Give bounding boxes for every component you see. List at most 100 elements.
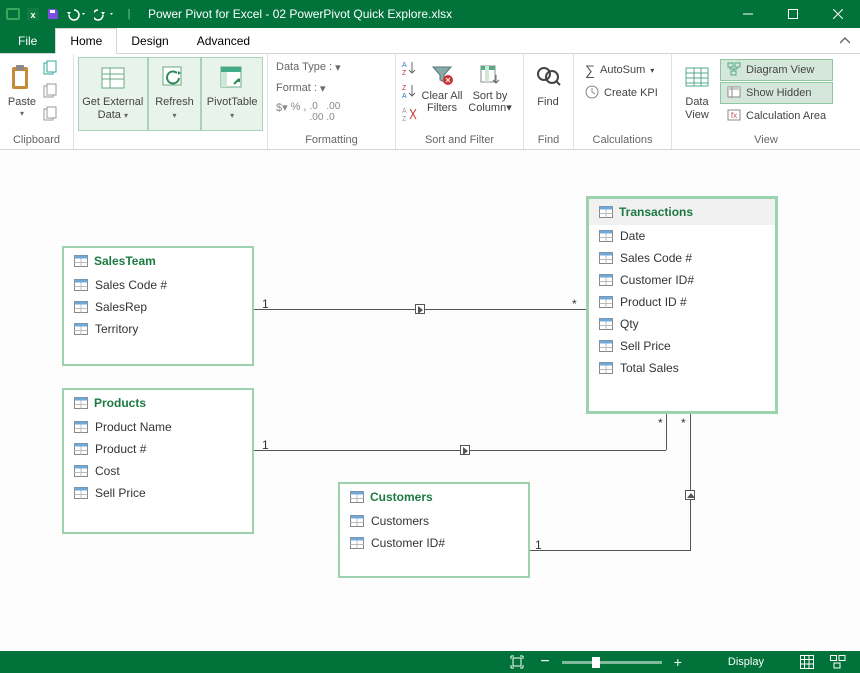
rel-handle-customers[interactable] <box>685 490 695 500</box>
status-bar: − + Display <box>0 651 860 673</box>
ribbon-tabs: File Home Design Advanced <box>0 28 860 54</box>
get-data-icon <box>98 62 128 94</box>
fit-to-screen-button[interactable] <box>502 651 532 673</box>
table-field[interactable]: SalesRep <box>64 296 252 318</box>
rel-customers-transactions-v[interactable] <box>690 414 691 551</box>
svg-text:Z: Z <box>402 85 407 92</box>
zoom-slider[interactable] <box>562 661 662 664</box>
table-field[interactable]: Customer ID# <box>340 532 528 554</box>
table-field[interactable]: Sell Price <box>589 335 775 357</box>
rel-handle-salesteam[interactable] <box>415 304 425 314</box>
diagram-mini-button[interactable] <box>822 651 854 673</box>
data-view-button[interactable]: DataView <box>676 57 718 131</box>
data-view-icon <box>684 62 710 94</box>
table-field[interactable]: Date <box>589 225 775 247</box>
copy-button[interactable] <box>42 59 60 81</box>
sort-za-button[interactable]: ZA <box>400 82 418 104</box>
autosum-button[interactable]: ∑ AutoSum▾ <box>578 59 665 81</box>
refresh-button[interactable]: Refresh▾ <box>148 57 202 131</box>
rel-many-label-2: * <box>658 416 663 430</box>
rel-products-transactions-v[interactable] <box>666 414 667 450</box>
group-formatting: Data Type : ▾ Format : ▾ $▾ % , .0.00 .0… <box>268 54 396 149</box>
svg-text:A: A <box>402 93 407 100</box>
table-transactions[interactable]: Transactions DateSales Code #Customer ID#… <box>586 196 778 414</box>
table-field[interactable]: Territory <box>64 318 252 340</box>
window-title: Power Pivot for Excel - 02 PowerPivot Qu… <box>142 7 725 21</box>
table-header[interactable]: SalesTeam <box>64 248 252 274</box>
sort-az-button[interactable]: AZ <box>400 59 418 81</box>
tab-file[interactable]: File <box>0 28 55 53</box>
maximize-button[interactable] <box>770 0 815 28</box>
clear-filters-button[interactable]: Clear AllFilters <box>418 57 466 114</box>
group-find: Find Find <box>524 54 574 149</box>
table-field[interactable]: Product # <box>64 438 252 460</box>
svg-text:x: x <box>30 10 35 20</box>
table-field[interactable]: Product Name <box>64 416 252 438</box>
diagram-canvas[interactable]: 1 * 1 * 1 * SalesTeamSales Code #SalesRe… <box>0 150 860 651</box>
percent-button[interactable]: % <box>291 101 301 123</box>
table-header[interactable]: Products <box>64 390 252 416</box>
group-sortfilter: AZ ZA AZ Clear AllFilters Sort byColumn▾… <box>396 54 524 149</box>
datatype-label: Data Type : ▾ <box>272 57 391 77</box>
sort-column-icon <box>478 60 502 90</box>
redo-icon[interactable] <box>92 5 118 23</box>
tab-home[interactable]: Home <box>55 28 117 54</box>
undo-icon[interactable] <box>64 5 90 23</box>
table-field[interactable]: Product ID # <box>589 291 775 313</box>
table-field[interactable]: Cost <box>64 460 252 482</box>
svg-text:fx: fx <box>731 111 737 120</box>
minimize-button[interactable] <box>725 0 770 28</box>
table-salesteam[interactable]: SalesTeamSales Code #SalesRepTerritory <box>62 246 254 366</box>
table-field[interactable]: Sell Price <box>64 482 252 504</box>
sort-by-column-button[interactable]: Sort byColumn▾ <box>466 57 514 114</box>
show-hidden-icon <box>727 85 741 102</box>
zoom-thumb[interactable] <box>592 657 600 668</box>
table-field[interactable]: Total Sales <box>589 357 775 379</box>
get-external-data-button[interactable]: Get ExternalData ▾ <box>78 57 148 131</box>
ribbon: Paste ▾ Clipboard Get ExternalData ▾ <box>0 54 860 150</box>
table-customers[interactable]: CustomersCustomersCustomer ID# <box>338 482 530 578</box>
currency-button[interactable]: $▾ <box>276 101 288 123</box>
clear-sort-button[interactable]: AZ <box>400 105 418 127</box>
group-data: Get ExternalData ▾ Refresh▾ PivotTable▾ <box>74 54 268 149</box>
rel-handle-products[interactable] <box>460 445 470 455</box>
table-field[interactable]: Sales Code # <box>589 247 775 269</box>
paste-icon <box>9 62 35 94</box>
decrease-decimal-button[interactable]: .00.0 <box>326 101 340 123</box>
table-field[interactable]: Qty <box>589 313 775 335</box>
find-button[interactable]: Find <box>528 57 568 131</box>
svg-text:Z: Z <box>402 70 407 77</box>
diagram-view-button[interactable]: Diagram View <box>720 59 833 81</box>
table-field[interactable]: Customer ID# <box>589 269 775 291</box>
table-header[interactable]: Customers <box>340 484 528 510</box>
rel-customers-transactions-h[interactable] <box>530 550 690 551</box>
table-field[interactable]: Sales Code # <box>64 274 252 296</box>
table-field[interactable]: Customers <box>340 510 528 532</box>
copy3-button[interactable] <box>42 105 60 127</box>
copy2-button[interactable] <box>42 82 60 104</box>
pivottable-button[interactable]: PivotTable▾ <box>201 57 263 131</box>
table-title: Transactions <box>619 205 693 219</box>
clipboard-small-buttons <box>42 57 60 127</box>
increase-decimal-button[interactable]: .0.00 <box>309 101 323 123</box>
zoom-in-button[interactable]: + <box>666 651 690 673</box>
tab-advanced[interactable]: Advanced <box>183 28 264 53</box>
sigma-icon: ∑ <box>585 62 595 78</box>
svg-text:A: A <box>402 108 407 115</box>
collapse-ribbon-icon[interactable] <box>830 28 860 53</box>
calculation-area-button[interactable]: fx Calculation Area <box>720 105 833 127</box>
save-icon[interactable] <box>44 5 62 23</box>
excel-qat-icon[interactable]: x <box>24 5 42 23</box>
rel-one-label-2: 1 <box>262 438 269 452</box>
create-kpi-button[interactable]: Create KPI <box>578 82 665 104</box>
table-products[interactable]: ProductsProduct NameProduct #CostSell Pr… <box>62 388 254 534</box>
zoom-out-button[interactable]: − <box>532 651 557 673</box>
tab-design[interactable]: Design <box>117 28 182 53</box>
comma-button[interactable]: , <box>303 101 306 123</box>
close-button[interactable] <box>815 0 860 28</box>
table-header[interactable]: Transactions <box>589 199 775 225</box>
calc-area-icon: fx <box>727 108 741 125</box>
paste-button[interactable]: Paste ▾ <box>4 57 40 131</box>
grid-view-button[interactable] <box>792 651 822 673</box>
show-hidden-button[interactable]: Show Hidden <box>720 82 833 104</box>
